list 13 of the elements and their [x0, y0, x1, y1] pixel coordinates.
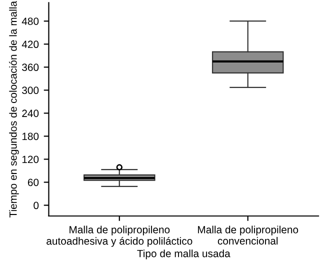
y-tick-label: 420 — [22, 40, 39, 48]
y-tick-label: 60 — [28, 178, 39, 186]
y-tick-label: 180 — [22, 132, 39, 140]
x-tick-label: Malla de polipropileno convencional — [198, 226, 298, 245]
y-tick-label: 480 — [22, 18, 39, 25]
y-tick-label: 300 — [22, 86, 39, 94]
y-tick-label: 120 — [22, 156, 39, 164]
x-tick-label: Malla de polipropileno autoadhesiva y ácido poliláctico — [46, 226, 192, 247]
y-tick-label: 0 — [34, 202, 39, 210]
y-axis-title: Tiempo en segundos de colocación de la malla — [9, 0, 19, 218]
y-tick-label: 360 — [22, 64, 39, 72]
x-axis-title: Tipo de malla usada — [137, 250, 230, 260]
y-tick-label: 240 — [22, 110, 39, 118]
